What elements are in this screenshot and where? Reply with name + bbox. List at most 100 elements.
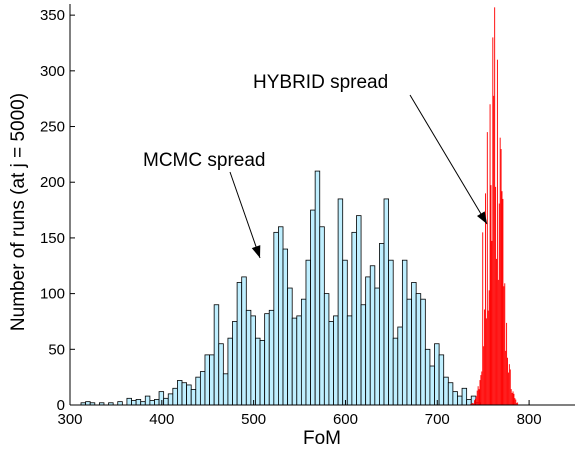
hybrid-bar [485, 193, 486, 405]
mcmc-bar [452, 391, 458, 406]
mcmc-bar [360, 304, 367, 406]
y-axis-title: Number of runs (at j = 5000) [8, 93, 29, 331]
hybrid-bar [470, 403, 472, 405]
hybrid-bar [510, 389, 512, 405]
mcmc-bar [163, 397, 169, 406]
x-tick-label: 300 [57, 411, 82, 428]
mcmc-bar [140, 401, 146, 406]
mcmc-bar [461, 387, 468, 406]
mcmc-bar [259, 339, 266, 406]
hybrid-bar [474, 400, 475, 405]
mcmc-bar [154, 399, 160, 406]
hybrid-bar [479, 380, 481, 405]
hybrid-bar [490, 185, 492, 405]
mcmc-bar [149, 400, 155, 406]
hybrid-bar [517, 402, 519, 405]
hybrid-bar [495, 186, 497, 405]
mcmc-bar [282, 248, 289, 406]
hybrid-bar [483, 346, 485, 405]
y-tick-label: 150 [40, 230, 65, 247]
mcmc-bar [369, 265, 376, 406]
mcmc-bar [415, 293, 422, 406]
x-tick-label: 700 [425, 411, 450, 428]
mcmc-bar [255, 337, 261, 406]
hybrid-bar [482, 232, 484, 405]
mcmc-bar [379, 243, 385, 406]
mcmc-bar [227, 337, 233, 406]
hybrid-bar [472, 402, 474, 405]
hybrid-bar [509, 369, 511, 405]
y-tick-label: 250 [40, 119, 65, 136]
mcmc-bar [190, 389, 197, 406]
hybrid-bar [484, 309, 486, 405]
plot-area [69, 4, 575, 406]
hybrid-bar [493, 95, 495, 405]
hybrid-bar [507, 372, 509, 405]
mcmc-bar [374, 287, 380, 406]
hybrid-bar [471, 403, 473, 405]
mcmc-bar [388, 259, 394, 406]
mcmc-bar [397, 326, 403, 406]
mcmc-bar [447, 382, 454, 406]
x-tick-label: 600 [333, 411, 358, 428]
hybrid-annotation: HYBRID spread [253, 72, 388, 93]
hybrid-bar [476, 390, 478, 405]
mcmc-bar [186, 384, 192, 406]
hybrid-bar [503, 286, 505, 405]
mcmc-bar [273, 231, 279, 406]
mcmc-bar [181, 382, 188, 406]
hybrid-bar [477, 386, 479, 405]
mcmc-bar [195, 376, 201, 406]
hybrid-bar [474, 399, 476, 405]
x-axis-title: FoM [303, 428, 341, 449]
mcmc-bar [365, 276, 371, 406]
mcmc-bar [172, 387, 178, 406]
mcmc-bar [296, 315, 302, 406]
y-tick-label: 0 [57, 397, 65, 414]
mcmc-bar [337, 198, 344, 406]
mcmc-bar [245, 309, 252, 406]
hybrid-bar [497, 279, 499, 405]
hybrid-bar [478, 389, 480, 405]
mcmc-bar [328, 321, 334, 406]
mcmc-bar [241, 276, 247, 406]
hybrid-bar [485, 318, 487, 405]
hybrid-bar [488, 290, 490, 405]
y-tick-label: 200 [40, 174, 65, 191]
hybrid-bar [480, 375, 482, 405]
mcmc-bar [117, 401, 123, 406]
hybrid-bar [514, 398, 516, 405]
hybrid-bar [496, 59, 498, 405]
hybrid-arrow-head [476, 211, 487, 224]
mcmc-bar [167, 393, 174, 406]
mcmc-bar [291, 317, 298, 406]
hybrid-bar [513, 393, 515, 405]
mcmc-bar [287, 287, 293, 406]
hybrid-bar [473, 403, 474, 405]
mcmc-bar [383, 198, 390, 406]
y-tick-labels: 0 50 100 150 200 250 300 350 [40, 7, 75, 414]
mcmc-bar [346, 315, 353, 406]
mcmc-bar [351, 231, 357, 406]
hybrid-bar [505, 350, 507, 405]
mcmc-bar [85, 401, 91, 406]
x-tick-label: 400 [149, 411, 174, 428]
mcmc-bar [300, 298, 307, 406]
hybrid-bar [501, 191, 503, 405]
x-tick-label: 500 [241, 411, 266, 428]
y-tick-label: 350 [40, 7, 65, 24]
mcmc-bar [177, 380, 183, 406]
mcmc-bar [264, 313, 270, 406]
mcmc-bar [232, 321, 238, 406]
mcmc-bar [411, 282, 417, 406]
hybrid-bar [504, 283, 506, 405]
hybrid-bar [508, 364, 510, 405]
x-tick-label: 800 [517, 411, 542, 428]
mcmc-bar [199, 371, 206, 406]
annotation-arrows [229, 94, 488, 259]
hybrid-bar [475, 396, 477, 405]
mcmc-bar [204, 354, 210, 406]
mcmc-arrow-head [251, 245, 261, 258]
mcmc-bar [213, 304, 220, 406]
